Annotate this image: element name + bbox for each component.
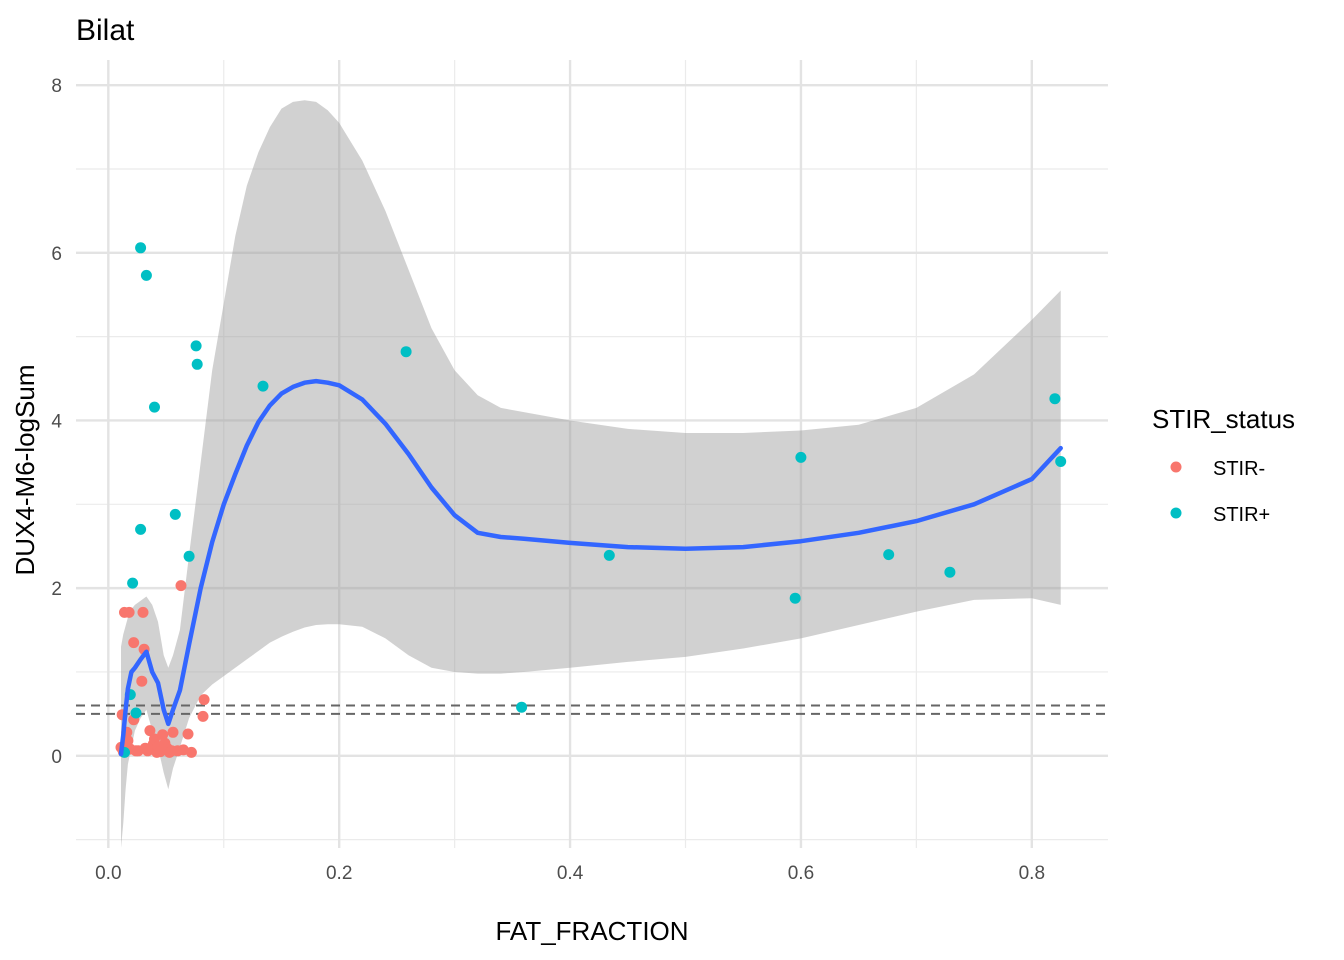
point-stir-minus [157,729,169,741]
x-tick-label: 0.0 [95,863,121,884]
point-stir-plus [149,401,160,413]
x-tick-label: 0.6 [788,863,814,884]
point-stir-plus [883,549,895,561]
point-stir-minus [175,580,187,592]
point-stir-plus [1049,393,1061,405]
reference-lines [76,704,1108,715]
data-points [115,242,1067,758]
point-stir-minus [144,725,156,737]
minor-gridlines [76,60,1108,848]
point-stir-plus [183,550,195,562]
point-stir-plus [140,269,152,281]
y-axis-ticks: 0 2 4 6 8 [51,76,62,768]
point-stir-minus [167,726,179,738]
y-axis-title: DUX4-M6-logSum [10,365,40,576]
smooth-line-path [118,378,1063,757]
point-stir-plus [191,358,203,370]
legend-swatch-stir-minus [1170,461,1182,473]
point-stir-plus [789,592,801,604]
point-stir-plus [257,380,269,392]
x-tick-label: 0.4 [557,863,584,884]
point-stir-minus [198,694,210,706]
point-stir-plus [603,549,615,561]
point-stir-minus [128,637,140,649]
point-stir-plus [190,340,202,352]
y-tick-label: 2 [51,579,62,600]
chart-title: Bilat [76,14,135,47]
point-stir-plus [135,523,147,535]
x-axis-ticks: 0.0 0.2 0.4 0.6 0.8 [95,863,1045,884]
legend-swatch-stir-plus [1170,507,1182,519]
legend-label-stir-minus: STIR- [1213,458,1265,480]
point-stir-plus [944,566,956,578]
x-tick-label: 0.2 [326,863,352,884]
point-stir-plus [795,451,807,463]
legend-title: STIR_status [1152,404,1295,434]
point-stir-minus [185,746,197,758]
point-stir-plus [135,242,147,254]
point-stir-minus [182,728,194,740]
x-tick-label: 0.8 [1019,863,1045,884]
point-stir-minus [136,675,148,687]
point-stir-minus [123,606,135,618]
y-tick-label: 6 [51,244,62,265]
point-stir-minus [137,606,149,618]
smooth-curve [118,378,1063,757]
y-tick-label: 0 [51,747,62,768]
point-stir-plus [1055,456,1067,467]
legend: STIR_status STIR- STIR+ [1152,404,1295,526]
legend-label-stir-plus: STIR+ [1213,504,1270,526]
point-stir-plus [400,346,412,358]
confidence-band [121,100,1061,848]
y-tick-label: 8 [51,76,62,97]
point-stir-plus [127,577,139,589]
point-stir-plus [169,508,181,520]
point-stir-minus [197,710,209,722]
confidence-band-area [121,100,1061,848]
y-tick-label: 4 [51,411,62,432]
x-axis-title: FAT_FRACTION [495,916,688,946]
point-stir-plus [516,701,528,713]
point-stir-plus [130,707,142,719]
